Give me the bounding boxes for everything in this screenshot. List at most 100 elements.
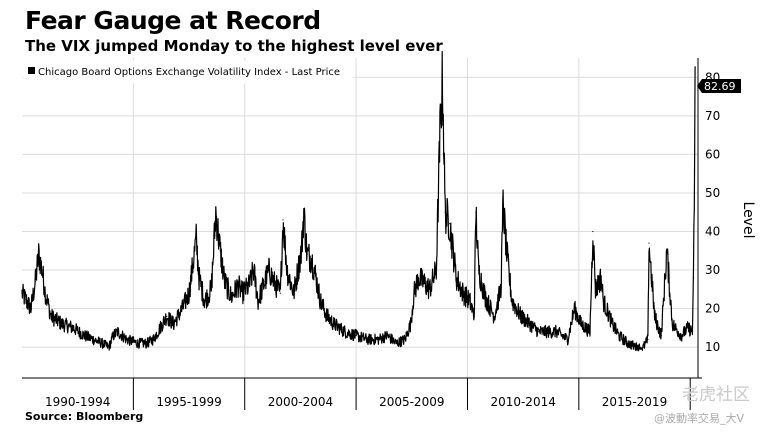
x-category-label-4: 2010-2014 — [490, 395, 555, 409]
chart-title: Fear Gauge at Record — [25, 6, 321, 35]
data-point-30 — [224, 281, 226, 283]
data-point-44 — [300, 250, 303, 252]
data-point-76 — [493, 315, 495, 317]
data-point-26 — [204, 300, 206, 302]
data-point-56 — [386, 334, 388, 337]
data-point-86 — [567, 338, 569, 341]
data-point-39 — [273, 281, 275, 283]
data-point-69 — [455, 277, 457, 279]
data-point-60 — [413, 292, 415, 294]
data-point-34 — [248, 284, 250, 287]
data-point-42 — [286, 269, 288, 271]
x-category-label-1: 1995-1999 — [156, 395, 221, 409]
legend-swatch — [28, 67, 35, 74]
data-point-19 — [159, 327, 161, 329]
data-point-98 — [642, 346, 645, 348]
y-tick-label-20: 20 — [705, 302, 720, 316]
y-tick-label-30: 30 — [705, 263, 720, 277]
data-point-66 — [441, 76, 444, 78]
x-category-label-5: 2015-2019 — [602, 395, 667, 409]
data-point-77 — [500, 288, 502, 290]
y-axis-label: Level — [740, 202, 756, 239]
data-point-23 — [188, 292, 190, 294]
data-point-62 — [422, 281, 424, 283]
data-point-68 — [449, 223, 451, 225]
data-point-21 — [172, 323, 175, 325]
data-point-87 — [573, 308, 575, 310]
x-category-label-0: 1990-1994 — [45, 395, 110, 409]
data-point-52 — [344, 331, 346, 333]
data-point-2 — [34, 281, 36, 283]
data-point-16 — [137, 342, 139, 344]
legend-series-name: Chicago Board Options Exchange Volatilit… — [38, 67, 340, 78]
data-point-10 — [92, 338, 94, 341]
data-point-33 — [241, 292, 244, 294]
data-point-73 — [475, 211, 477, 213]
data-point-6 — [50, 315, 52, 317]
data-point-5 — [44, 292, 46, 294]
data-point-63 — [429, 288, 431, 290]
y-tick-label-10: 10 — [705, 340, 720, 354]
data-point-53 — [355, 334, 357, 337]
data-point-35 — [253, 269, 255, 271]
data-point-12 — [108, 346, 110, 348]
data-point-45 — [303, 211, 305, 213]
data-point-13 — [112, 334, 114, 337]
data-point-20 — [166, 315, 168, 317]
data-point-75 — [484, 296, 486, 298]
data-point-106 — [687, 327, 689, 329]
data-point-32 — [237, 284, 239, 287]
y-tick-label-70: 70 — [705, 109, 720, 123]
data-point-109 — [694, 153, 696, 155]
data-point-103 — [666, 250, 668, 252]
data-point-4 — [41, 269, 43, 271]
data-point-50 — [326, 315, 328, 317]
data-point-105 — [680, 334, 682, 337]
data-point-74 — [478, 269, 480, 271]
data-point-51 — [333, 323, 335, 325]
data-point-67 — [444, 211, 446, 213]
data-point-81 — [520, 315, 522, 317]
data-point-57 — [395, 342, 397, 344]
source-note: Source: Bloomberg — [25, 410, 144, 423]
data-point-14 — [117, 331, 119, 333]
data-point-79 — [505, 250, 508, 252]
y-tick-label-60: 60 — [705, 147, 720, 161]
data-point-11 — [101, 342, 103, 344]
data-point-8 — [72, 327, 74, 329]
data-point-72 — [473, 315, 475, 317]
legend-box — [23, 60, 353, 84]
data-point-48 — [315, 277, 317, 279]
data-point-88 — [580, 323, 582, 325]
series-line-vix — [21, 50, 696, 352]
data-point-43 — [293, 292, 295, 294]
last-price-value: 82.69 — [704, 80, 736, 93]
data-point-29 — [219, 250, 221, 252]
data-point-27 — [210, 288, 212, 290]
data-point-7 — [61, 323, 63, 325]
data-point-94 — [611, 323, 613, 325]
data-point-37 — [264, 281, 266, 283]
data-point-71 — [469, 300, 471, 302]
y-tick-label-40: 40 — [705, 224, 720, 238]
data-point-31 — [230, 296, 232, 298]
data-point-82 — [529, 323, 531, 325]
data-point-38 — [268, 269, 270, 271]
data-point-25 — [198, 277, 200, 279]
data-point-84 — [547, 331, 549, 333]
data-point-64 — [435, 269, 437, 271]
data-point-85 — [555, 331, 558, 333]
data-point-36 — [257, 300, 259, 302]
data-point-83 — [538, 331, 540, 333]
data-point-104 — [671, 323, 673, 325]
data-point-41 — [282, 219, 284, 221]
data-point-40 — [279, 292, 281, 294]
data-point-96 — [627, 342, 629, 344]
data-point-28 — [215, 211, 217, 213]
data-point-110 — [694, 66, 696, 68]
data-point-92 — [600, 277, 602, 279]
data-point-61 — [417, 277, 420, 279]
x-category-label-2: 2000-2004 — [268, 395, 333, 409]
last-price-badge-shape — [697, 79, 741, 93]
